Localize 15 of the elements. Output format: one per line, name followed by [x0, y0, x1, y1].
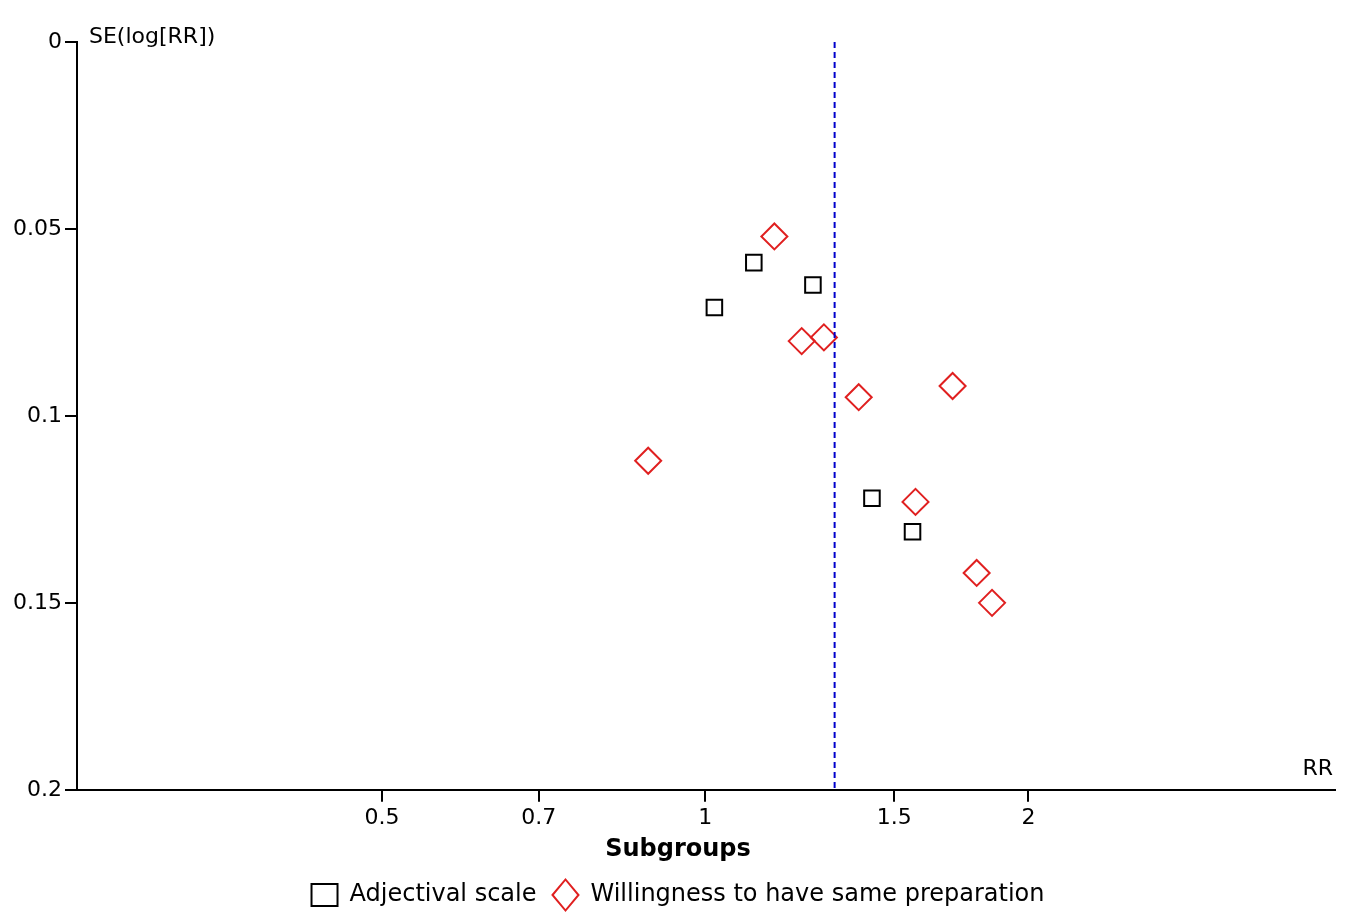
- y-tick-label: 0.1: [26, 401, 62, 427]
- x-tick-label: 1: [698, 803, 713, 829]
- y-tick-label: 0: [47, 27, 62, 53]
- y-tick-label: 0.05: [13, 214, 62, 240]
- y-axis-title: SE(log[RR]): [88, 22, 216, 48]
- legend-title: Subgroups: [605, 834, 751, 863]
- x-tick-label: 2: [1021, 803, 1036, 829]
- y-tick-label: 0.2: [26, 775, 62, 801]
- x-axis-title: RR: [1302, 754, 1333, 780]
- x-tick-label: 1.5: [876, 803, 912, 829]
- y-tick-label: 0.15: [13, 588, 62, 614]
- x-tick-label: 0.7: [521, 803, 557, 829]
- legend-label: Willingness to have same preparation: [590, 879, 1045, 908]
- x-tick-label: 0.5: [364, 803, 400, 829]
- legend-label: Adjectival scale: [349, 879, 537, 908]
